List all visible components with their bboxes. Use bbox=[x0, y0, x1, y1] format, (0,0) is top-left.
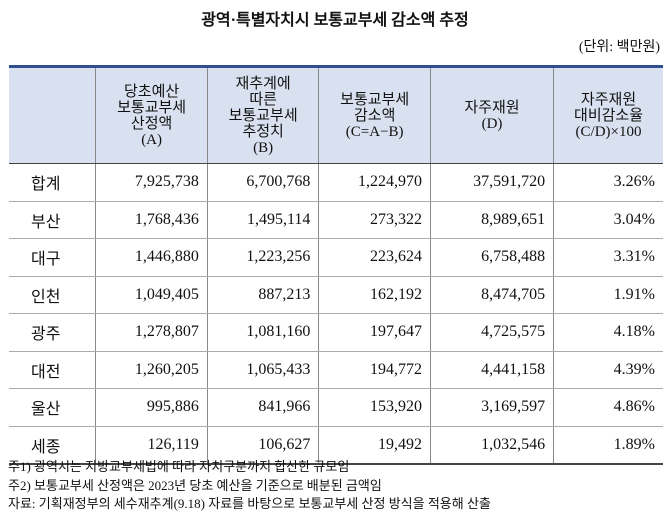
table-row: 합계 7,925,738 6,700,768 1,224,970 37,591,720 3… bbox=[9, 163, 663, 202]
header-row: 당초예산 보통교부세 산정액 (A) 재추계에 따른 보통교부세 추정치 (B) 보통교부세 감소액… bbox=[9, 65, 663, 164]
header-cell: 자주재원 (D) bbox=[429, 65, 554, 164]
header-line: (B) bbox=[253, 139, 274, 156]
table-cell: 6,758,488 bbox=[429, 238, 554, 277]
table-cell: 1.89% bbox=[553, 426, 663, 465]
table-cell: 841,966 bbox=[206, 388, 319, 427]
table-cell: 1,768,436 bbox=[95, 201, 208, 239]
table-cell: 1,065,433 bbox=[206, 351, 319, 389]
table-cell: 1,446,880 bbox=[95, 238, 208, 277]
header-line: 대비감소율 bbox=[574, 107, 644, 124]
footnote: 주2) 보통교부세 산정액은 2023년 당초 예산을 기준으로 배분된 금액임 bbox=[8, 477, 382, 493]
table-row: 울산 995,886 841,966 153,920 3,169,597 4.86% bbox=[9, 388, 663, 427]
row-label: 부산 bbox=[9, 201, 96, 239]
unit-note: (단위: 백만원) bbox=[578, 40, 660, 55]
header-line: (A) bbox=[141, 131, 163, 148]
table-cell: 1,224,970 bbox=[318, 163, 431, 202]
header-line: 보통교부세 bbox=[340, 91, 410, 108]
row-label: 대전 bbox=[9, 351, 96, 389]
row-label: 광주 bbox=[9, 313, 96, 352]
table-row: 대구 1,446,880 1,223,256 223,624 6,758,488 3.31… bbox=[9, 238, 663, 277]
table-body: 합계 7,925,738 6,700,768 1,224,970 37,591,720 3… bbox=[9, 163, 663, 465]
table-row: 인천 1,049,405 887,213 162,192 8,474,705 1.91% bbox=[9, 276, 663, 314]
table-cell: 887,213 bbox=[206, 276, 319, 314]
table-cell: 8,989,651 bbox=[429, 201, 554, 239]
table-cell: 1,223,256 bbox=[206, 238, 319, 277]
header-cell: 당초예산 보통교부세 산정액 (A) bbox=[95, 65, 208, 164]
table-cell: 106,627 bbox=[206, 426, 319, 465]
table-cell: 1.91% bbox=[553, 276, 663, 314]
table-cell: 19,492 bbox=[318, 426, 431, 465]
table-row: 광주 1,278,807 1,081,160 197,647 4,725,575 4.18… bbox=[9, 313, 663, 352]
table-cell: 153,920 bbox=[318, 388, 431, 427]
table-cell: 4.86% bbox=[553, 388, 663, 427]
table-cell: 4.39% bbox=[553, 351, 663, 389]
table-cell: 3.26% bbox=[553, 163, 663, 202]
header-line: (D) bbox=[481, 115, 503, 132]
table-row: 대전 1,260,205 1,065,433 194,772 4,441,158 4.39… bbox=[9, 351, 663, 389]
table-cell: 1,081,160 bbox=[206, 313, 319, 352]
header-line: 산정액 bbox=[130, 115, 173, 132]
header-line: 재추계에 bbox=[235, 75, 291, 92]
corner-cell bbox=[9, 65, 96, 164]
header-line: 자주재원 bbox=[580, 91, 637, 108]
footnote: 주1) 광역시는 지방교부세법에 따라 자치구분까지 합산한 규모임 bbox=[8, 459, 350, 474]
table-cell: 4,725,575 bbox=[429, 313, 554, 352]
table-cell: 1,260,205 bbox=[95, 351, 208, 389]
table-cell: 223,624 bbox=[318, 238, 431, 277]
row-label: 인천 bbox=[9, 276, 96, 314]
row-label: 합계 bbox=[9, 163, 96, 202]
table-cell: 7,925,738 bbox=[95, 163, 208, 202]
table-cell: 273,322 bbox=[318, 201, 431, 239]
row-label: 세종 bbox=[9, 426, 96, 465]
table-cell: 197,647 bbox=[318, 313, 431, 352]
table-cell: 3,169,597 bbox=[429, 388, 554, 427]
header-line: 감소액 bbox=[353, 107, 396, 124]
table-row: 부산 1,768,436 1,495,114 273,322 8,989,651 3.04… bbox=[9, 201, 663, 239]
table-cell: 194,772 bbox=[318, 351, 431, 389]
header-cell: 보통교부세 감소액 (C=A−B) bbox=[318, 65, 431, 164]
header-line: 추정치 bbox=[242, 123, 284, 140]
table-cell: 1,032,546 bbox=[429, 426, 554, 465]
table-cell: 3.31% bbox=[553, 238, 663, 277]
table-cell: 8,474,705 bbox=[429, 276, 554, 314]
table-cell: 4,441,158 bbox=[429, 351, 554, 389]
table-cell: 37,591,720 bbox=[429, 163, 554, 202]
header-line: 보통교부세 bbox=[228, 107, 298, 124]
data-table: 당초예산 보통교부세 산정액 (A) 재추계에 따른 보통교부세 추정치 (B) 보통교부세 감소액… bbox=[9, 65, 663, 465]
header-line: 보통교부세 bbox=[117, 99, 187, 116]
footnote: 자료: 기획재정부의 세수재추계(9.18) 자료를 바탕으로 보통교부세 산정… bbox=[8, 496, 491, 511]
table-cell: 1,049,405 bbox=[95, 276, 208, 314]
table-cell: 1,495,114 bbox=[206, 201, 319, 239]
header-line: 따른 bbox=[249, 91, 277, 108]
row-label: 대구 bbox=[9, 238, 96, 277]
table-cell: 1,278,807 bbox=[95, 313, 208, 352]
header-line: 당초예산 bbox=[124, 83, 180, 100]
table-cell: 6,700,768 bbox=[206, 163, 319, 202]
row-label: 울산 bbox=[9, 388, 96, 427]
table-cell: 995,886 bbox=[95, 388, 208, 427]
title: 광역·특별자치시 보통교부세 감소액 추정 bbox=[201, 12, 469, 29]
table-cell: 4.18% bbox=[553, 313, 663, 352]
table-cell: 126,119 bbox=[95, 426, 208, 465]
header-cell: 재추계에 따른 보통교부세 추정치 (B) bbox=[206, 65, 319, 164]
table-cell: 162,192 bbox=[318, 276, 431, 314]
header-line: (C=A−B) bbox=[345, 123, 404, 140]
header-line: (C/D)×100 bbox=[575, 123, 642, 140]
header-cell: 자주재원 대비감소율 (C/D)×100 bbox=[553, 65, 663, 164]
table-row: 세종 126,119 106,627 19,492 1,032,546 1.89% bbox=[9, 426, 663, 465]
header-line: 자주재원 bbox=[464, 99, 520, 116]
table-cell: 3.04% bbox=[553, 201, 663, 239]
